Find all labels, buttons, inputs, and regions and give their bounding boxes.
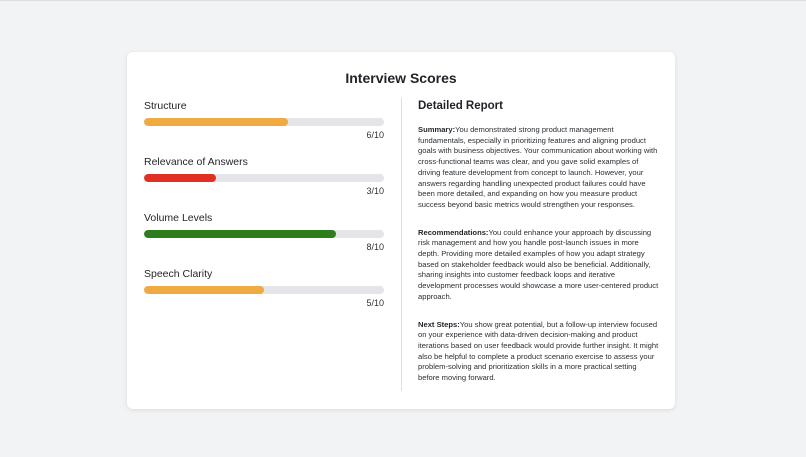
top-divider [0,0,806,1]
score-speech-clarity: Speech Clarity 5/10 [144,268,384,324]
score-relevance-of-answers: Relevance of Answers 3/10 [144,156,384,212]
summary-label: Summary: [418,125,456,134]
interview-scores-card: Interview Scores Structure 6/10 Relevanc… [127,52,675,409]
column-divider [401,98,402,391]
score-value: 6/10 [366,130,384,140]
score-progress-bar [144,174,384,182]
score-progress-fill [144,118,288,126]
detailed-report-panel: Detailed Report Summary:You demonstrated… [418,100,659,401]
report-recommendations: Recommendations:You could enhance your a… [418,228,659,303]
score-label: Structure [144,100,187,112]
score-progress-fill [144,174,216,182]
next-steps-text: You show great potential, but a follow-u… [418,319,659,383]
recommendations-text: You could enhance your approach by discu… [418,227,659,301]
next-steps-label: Next Steps: [418,319,460,329]
score-structure: Structure 6/10 [144,100,384,156]
scores-panel: Structure 6/10 Relevance of Answers 3/10… [144,100,384,324]
report-title: Detailed Report [418,100,503,112]
recommendations-label: Recommendations: [418,227,489,237]
score-label: Relevance of Answers [144,156,248,168]
score-progress-bar [144,230,384,238]
report-next-steps: Next Steps:You show great potential, but… [418,320,659,384]
score-progress-fill [144,286,264,294]
score-value: 8/10 [366,242,384,252]
score-label: Volume Levels [144,212,213,224]
score-progress-bar [144,286,384,294]
report-summary: Summary:You demonstrated strong product … [418,125,659,211]
score-progress-bar [144,118,384,126]
score-volume-levels: Volume Levels 8/10 [144,212,384,268]
score-value: 5/10 [366,298,384,308]
score-value: 3/10 [366,186,384,196]
score-label: Speech Clarity [144,268,213,280]
card-title: Interview Scores [345,70,457,86]
summary-text: You demonstrated strong product manageme… [418,125,658,209]
score-progress-fill [144,230,336,238]
